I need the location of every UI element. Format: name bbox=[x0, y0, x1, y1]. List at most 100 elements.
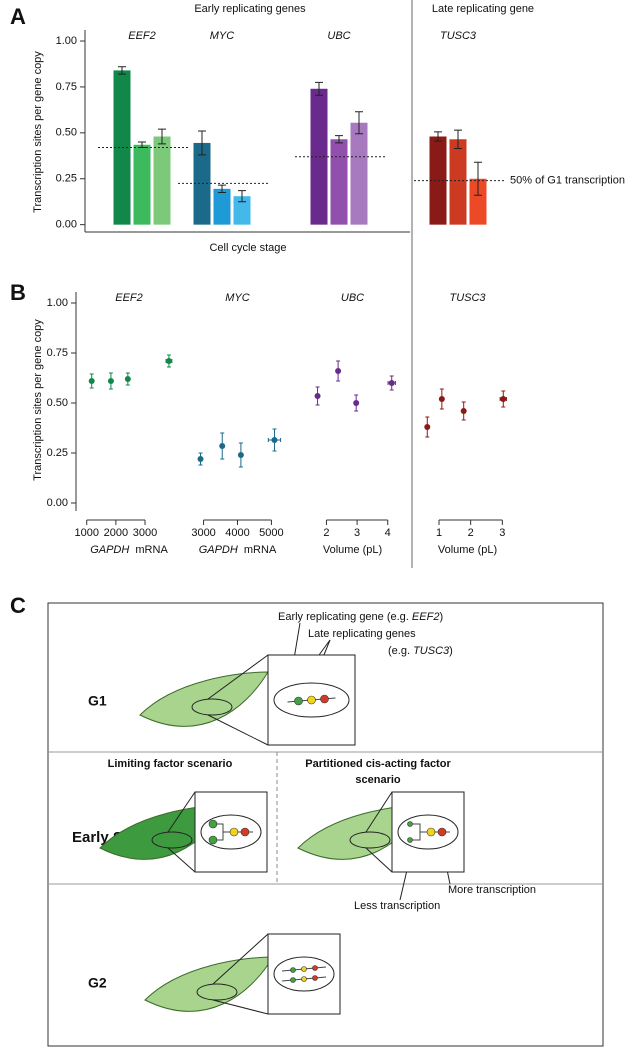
group-title: UBC bbox=[327, 30, 350, 42]
error-bar bbox=[454, 129, 462, 149]
group-title: MYC bbox=[210, 30, 235, 42]
x-axis-label: Volume (pL) bbox=[438, 544, 497, 556]
error-bar bbox=[118, 66, 126, 75]
panel-label: C bbox=[10, 593, 26, 618]
point bbox=[237, 452, 244, 458]
annotation-part: EEF2 bbox=[412, 611, 440, 623]
x-axis-label-part: mRNA bbox=[135, 544, 168, 556]
x-tick-label: 4 bbox=[385, 527, 391, 539]
gene-site bbox=[229, 827, 239, 837]
error-bar bbox=[434, 131, 442, 142]
x-tick-label: 2 bbox=[323, 527, 329, 539]
scenario-title: Limiting factor scenario bbox=[108, 758, 233, 770]
x-tick-label: 1 bbox=[436, 527, 442, 539]
x-tick-label: 1000 bbox=[75, 527, 99, 539]
error-bar bbox=[474, 161, 482, 196]
point bbox=[424, 424, 431, 430]
gene-site bbox=[290, 977, 296, 983]
panel-label: B bbox=[10, 280, 26, 305]
zoom-line bbox=[207, 654, 269, 700]
nucleus bbox=[349, 831, 391, 849]
x-axis-label: GAPDH mRNA bbox=[90, 544, 168, 556]
gene-site bbox=[240, 827, 250, 837]
zoom-line bbox=[365, 791, 393, 833]
y-tick-label: 0.00 bbox=[56, 219, 77, 231]
point bbox=[314, 393, 321, 399]
gene-site bbox=[294, 696, 303, 706]
point bbox=[335, 368, 342, 374]
point bbox=[88, 378, 95, 384]
nucleus bbox=[191, 698, 233, 716]
annotation-part: Early replicating gene (e.g. bbox=[278, 611, 412, 623]
x-tick-label: 5000 bbox=[259, 527, 283, 539]
diagram-frame bbox=[47, 602, 604, 1047]
error-bar bbox=[315, 81, 323, 96]
gene-site bbox=[407, 821, 413, 827]
annotation: Late replicating genes bbox=[308, 628, 416, 640]
annotation-part: (e.g. bbox=[388, 645, 413, 657]
x-tick-label: 3000 bbox=[191, 527, 215, 539]
subplot-title: TUSC3 bbox=[449, 292, 486, 304]
x-axis-label-part: Volume (pL) bbox=[438, 544, 497, 556]
scenario-title: scenario bbox=[355, 774, 401, 786]
zoom-line bbox=[167, 791, 196, 833]
point bbox=[438, 396, 445, 402]
y-tick-label: 0.75 bbox=[47, 347, 68, 359]
y-tick-label: 0.00 bbox=[47, 497, 68, 509]
bar bbox=[350, 122, 368, 225]
x-axis-label-part: mRNA bbox=[244, 544, 277, 556]
x-axis-label: Volume (pL) bbox=[323, 544, 382, 556]
gene-site bbox=[320, 694, 329, 704]
gene-site bbox=[208, 819, 218, 829]
zoom-line bbox=[212, 999, 269, 1015]
x-tick-label: 2 bbox=[468, 527, 474, 539]
x-axis-label-part: Volume (pL) bbox=[323, 544, 382, 556]
error-bar bbox=[218, 184, 226, 194]
group-title: TUSC3 bbox=[440, 30, 477, 42]
subplot-title: MYC bbox=[225, 292, 250, 304]
x-tick-label: 3000 bbox=[133, 527, 157, 539]
bar bbox=[330, 139, 348, 225]
zoom-line bbox=[365, 847, 393, 873]
bar bbox=[153, 136, 171, 225]
x-axis-label: Cell cycle stage bbox=[209, 242, 286, 254]
y-tick-label: 1.00 bbox=[56, 35, 77, 47]
error-bar bbox=[355, 111, 363, 135]
annotation-part: ) bbox=[439, 611, 443, 623]
error-bar bbox=[238, 190, 246, 203]
y-tick-label: 1.00 bbox=[47, 297, 68, 309]
error-bar bbox=[335, 135, 343, 144]
gene-site bbox=[307, 695, 316, 705]
point bbox=[107, 378, 114, 384]
gene-site bbox=[426, 827, 436, 837]
point bbox=[353, 400, 360, 406]
x-axis-label: GAPDH mRNA bbox=[199, 544, 277, 556]
zoom-line bbox=[207, 714, 269, 746]
bar bbox=[233, 196, 251, 225]
bar bbox=[213, 188, 231, 225]
y-tick-label: 0.25 bbox=[56, 173, 77, 185]
stage-label: G2 bbox=[88, 975, 107, 991]
annotation-part: ) bbox=[449, 645, 453, 657]
gene-site bbox=[301, 976, 307, 982]
y-tick-label: 0.25 bbox=[47, 447, 68, 459]
point bbox=[197, 456, 204, 462]
annotation: (e.g. TUSC3) bbox=[388, 645, 453, 657]
y-tick-label: 0.50 bbox=[47, 397, 68, 409]
annotation: Less transcription bbox=[354, 900, 440, 912]
bar bbox=[133, 144, 151, 225]
gene-site bbox=[312, 975, 318, 981]
gene-site bbox=[312, 965, 318, 971]
point bbox=[271, 437, 278, 443]
zoom-line bbox=[167, 847, 196, 873]
point bbox=[500, 396, 507, 402]
nucleus bbox=[196, 983, 238, 1001]
annotation: More transcription bbox=[448, 884, 536, 896]
x-tick-label: 3 bbox=[354, 527, 360, 539]
subplot-title: EEF2 bbox=[115, 292, 143, 304]
point bbox=[124, 376, 131, 382]
point bbox=[165, 358, 172, 364]
gene-site bbox=[208, 835, 218, 845]
nucleus bbox=[151, 831, 193, 849]
